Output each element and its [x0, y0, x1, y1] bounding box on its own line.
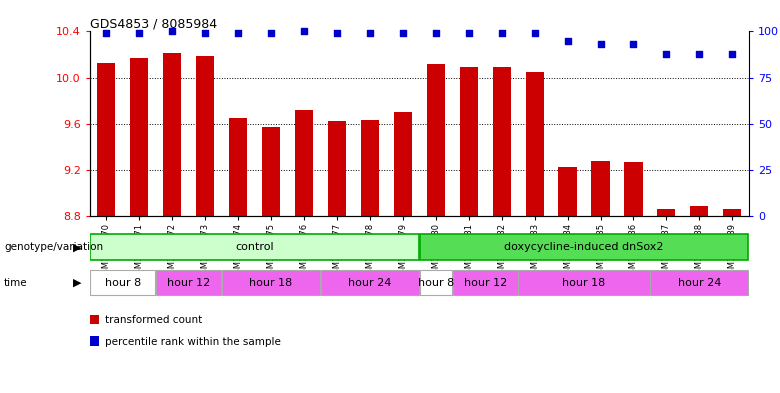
- Point: [693, 50, 706, 57]
- Text: hour 24: hour 24: [678, 277, 721, 288]
- Text: hour 8: hour 8: [417, 277, 454, 288]
- Text: doxycycline-induced dnSox2: doxycycline-induced dnSox2: [505, 242, 664, 252]
- Bar: [229, 118, 247, 216]
- Bar: [558, 167, 576, 216]
- Text: hour 12: hour 12: [463, 277, 507, 288]
- Text: ▶: ▶: [73, 277, 82, 288]
- Text: control: control: [235, 242, 274, 252]
- Bar: [98, 62, 115, 216]
- Text: genotype/variation: genotype/variation: [4, 242, 103, 252]
- Point: [627, 41, 640, 48]
- Text: transformed count: transformed count: [105, 315, 203, 325]
- Point: [133, 30, 145, 37]
- Text: hour 8: hour 8: [105, 277, 140, 288]
- Bar: [723, 209, 741, 216]
- Bar: [90, 270, 155, 295]
- Bar: [493, 67, 511, 216]
- Point: [594, 41, 607, 48]
- Text: ▶: ▶: [73, 242, 82, 252]
- Bar: [222, 270, 320, 295]
- Point: [199, 30, 211, 37]
- Point: [528, 30, 541, 37]
- Point: [396, 30, 409, 37]
- Point: [430, 30, 442, 37]
- Bar: [196, 56, 214, 216]
- Point: [726, 50, 739, 57]
- Text: hour 18: hour 18: [562, 277, 605, 288]
- Point: [100, 30, 112, 37]
- Bar: [130, 58, 148, 216]
- Point: [495, 30, 508, 37]
- Bar: [328, 121, 346, 216]
- Bar: [262, 127, 280, 216]
- Bar: [321, 270, 419, 295]
- Bar: [651, 270, 749, 295]
- Bar: [420, 235, 749, 260]
- Bar: [658, 209, 675, 216]
- Bar: [690, 206, 708, 216]
- Text: hour 24: hour 24: [348, 277, 392, 288]
- Bar: [526, 72, 544, 216]
- Bar: [420, 270, 452, 295]
- Point: [232, 30, 244, 37]
- Bar: [394, 112, 412, 216]
- Bar: [427, 64, 445, 216]
- Point: [264, 30, 277, 37]
- Text: hour 18: hour 18: [250, 277, 292, 288]
- Bar: [459, 67, 477, 216]
- Text: time: time: [4, 277, 27, 288]
- Text: GDS4853 / 8085984: GDS4853 / 8085984: [90, 17, 217, 30]
- Point: [166, 28, 179, 35]
- Bar: [90, 235, 419, 260]
- Text: hour 12: hour 12: [167, 277, 210, 288]
- Point: [298, 28, 310, 35]
- Bar: [156, 270, 222, 295]
- Point: [660, 50, 672, 57]
- Bar: [625, 162, 643, 216]
- Bar: [452, 270, 518, 295]
- Bar: [295, 110, 313, 216]
- Bar: [361, 120, 379, 216]
- Text: percentile rank within the sample: percentile rank within the sample: [105, 337, 281, 347]
- Point: [331, 30, 343, 37]
- Point: [463, 30, 475, 37]
- Bar: [163, 53, 181, 216]
- Point: [363, 30, 376, 37]
- Bar: [591, 161, 609, 216]
- Bar: [519, 270, 650, 295]
- Point: [562, 37, 574, 44]
